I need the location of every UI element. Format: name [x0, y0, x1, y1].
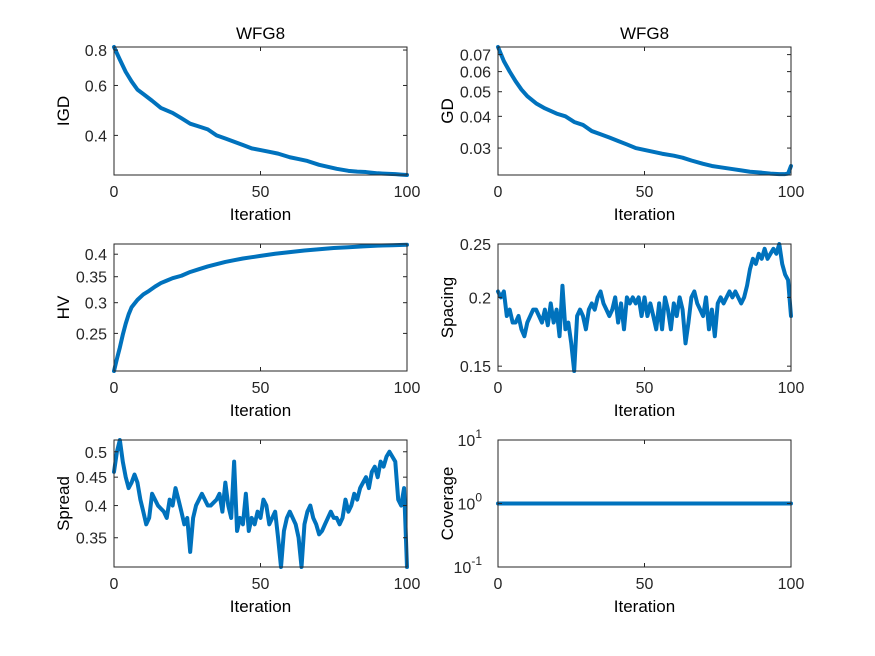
subplot-3: 0 50 100 0.25 0.3 0.35 0.4 Iteration HV [54, 242, 421, 420]
series-line [112, 45, 409, 177]
subplot-6: 0 50 100 10-1 100 101 Iteration Coverage [438, 427, 804, 616]
chart-title: WFG8 [236, 24, 285, 43]
x-tick-label: 100 [778, 184, 805, 201]
y-axis-label: Coverage [438, 467, 457, 541]
y-tick-label: 0.07 [460, 48, 491, 65]
series-line [112, 438, 409, 569]
chart-title: WFG8 [620, 24, 669, 43]
x-axis-label: Iteration [230, 401, 291, 420]
x-tick-label: 0 [110, 576, 119, 593]
y-tick-label: 0.4 [85, 247, 107, 264]
y-axis-label: HV [54, 295, 73, 319]
x-tick-label: 0 [494, 380, 503, 397]
x-tick-label: 50 [252, 576, 270, 593]
x-tick-label: 0 [110, 184, 119, 201]
y-tick-label: 0.4 [85, 128, 107, 145]
x-tick-label: 100 [394, 380, 421, 397]
y-tick-label: 0.35 [76, 531, 107, 548]
y-tick-label: 0.15 [460, 359, 491, 376]
y-axis-label: Spacing [438, 277, 457, 338]
x-axis-label: Iteration [230, 597, 291, 616]
subplot-1: 0 50 100 0.4 0.6 0.8 Iteration IGD WFG8 [54, 24, 420, 224]
y-tick-label: 0.45 [76, 470, 107, 487]
series-line [112, 242, 409, 373]
y-tick-label: 101 [458, 427, 483, 450]
y-tick-label: 0.4 [85, 499, 107, 516]
axes-frame [113, 243, 408, 372]
x-tick-label: 50 [636, 184, 654, 201]
x-tick-label: 100 [394, 184, 421, 201]
y-axis-label: Spread [54, 476, 73, 531]
y-tick-label: 0.2 [469, 290, 491, 307]
x-tick-label: 0 [494, 576, 503, 593]
x-tick-label: 100 [778, 380, 805, 397]
y-tick-label: 0.3 [85, 296, 107, 313]
subplot-4: 0 50 100 0.15 0.2 0.25 Iteration Spacing [438, 237, 804, 420]
y-tick-label: 0.35 [76, 270, 107, 287]
y-axis-label: GD [438, 98, 457, 124]
y-tick-label: 100 [458, 491, 483, 514]
x-tick-label: 100 [394, 576, 421, 593]
y-tick-label: 0.5 [85, 445, 107, 462]
x-tick-label: 0 [494, 184, 503, 201]
series-line [496, 242, 793, 373]
axes-frame [113, 46, 408, 176]
subplot-5: 0 50 100 0.35 0.4 0.45 0.5 Iteration Spread [54, 438, 421, 616]
y-tick-label: 0.05 [460, 85, 491, 102]
y-tick-label: 0.03 [460, 141, 491, 158]
x-tick-label: 50 [636, 576, 654, 593]
axes-frame [497, 46, 792, 176]
y-axis-label: IGD [54, 96, 73, 126]
series-line [496, 45, 793, 177]
subplot-2: 0 50 100 0.03 0.04 0.05 0.060.07 Iteration GD WFG… [438, 24, 804, 224]
x-axis-label: Iteration [614, 597, 675, 616]
y-tick-label: 10-1 [454, 554, 483, 577]
y-tick-label: 0.8 [85, 43, 107, 60]
x-axis-label: Iteration [230, 205, 291, 224]
x-tick-label: 50 [252, 380, 270, 397]
y-tick-label: 0.04 [460, 109, 491, 126]
x-tick-label: 0 [110, 380, 119, 397]
x-tick-label: 50 [636, 380, 654, 397]
y-tick-label: 0.25 [460, 237, 491, 254]
y-tick-label: 0.25 [76, 326, 107, 343]
x-axis-label: Iteration [614, 401, 675, 420]
x-tick-label: 100 [778, 576, 805, 593]
y-tick-label: 0.06 [460, 65, 491, 82]
y-tick-label: 0.6 [85, 78, 107, 95]
x-axis-label: Iteration [614, 205, 675, 224]
x-tick-label: 50 [252, 184, 270, 201]
